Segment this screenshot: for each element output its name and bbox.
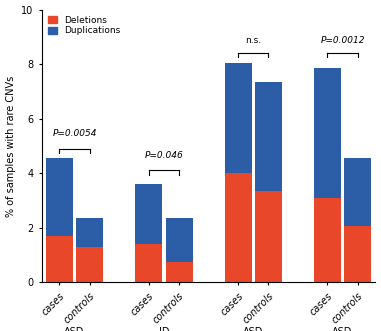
Text: ASD
candidates: ASD candidates [226, 327, 280, 331]
Text: P=0.0012: P=0.0012 [320, 36, 365, 45]
Bar [314, 68, 341, 198]
Bar [76, 247, 103, 282]
Bar [166, 262, 192, 282]
Text: ASD
implicated + ID: ASD implicated + ID [304, 327, 381, 331]
Bar [135, 244, 162, 282]
Bar [135, 184, 162, 244]
Bar [46, 236, 73, 282]
Bar [166, 218, 192, 262]
Bar [46, 158, 73, 236]
Bar [255, 82, 282, 191]
Bar [76, 218, 103, 247]
Bar [224, 63, 251, 173]
Bar [224, 173, 251, 282]
Bar [255, 191, 282, 282]
Bar [314, 198, 341, 282]
Text: P=0.0054: P=0.0054 [52, 129, 97, 138]
Bar [344, 226, 371, 282]
Text: n.s.: n.s. [245, 36, 261, 45]
Text: ASD
implicated: ASD implicated [49, 327, 100, 331]
Text: ID: ID [158, 327, 169, 331]
Text: P=0.046: P=0.046 [144, 151, 183, 160]
Bar [344, 158, 371, 226]
Legend: Deletions, Duplications: Deletions, Duplications [46, 14, 122, 37]
Y-axis label: % of samples with rare CNVs: % of samples with rare CNVs [6, 75, 16, 216]
